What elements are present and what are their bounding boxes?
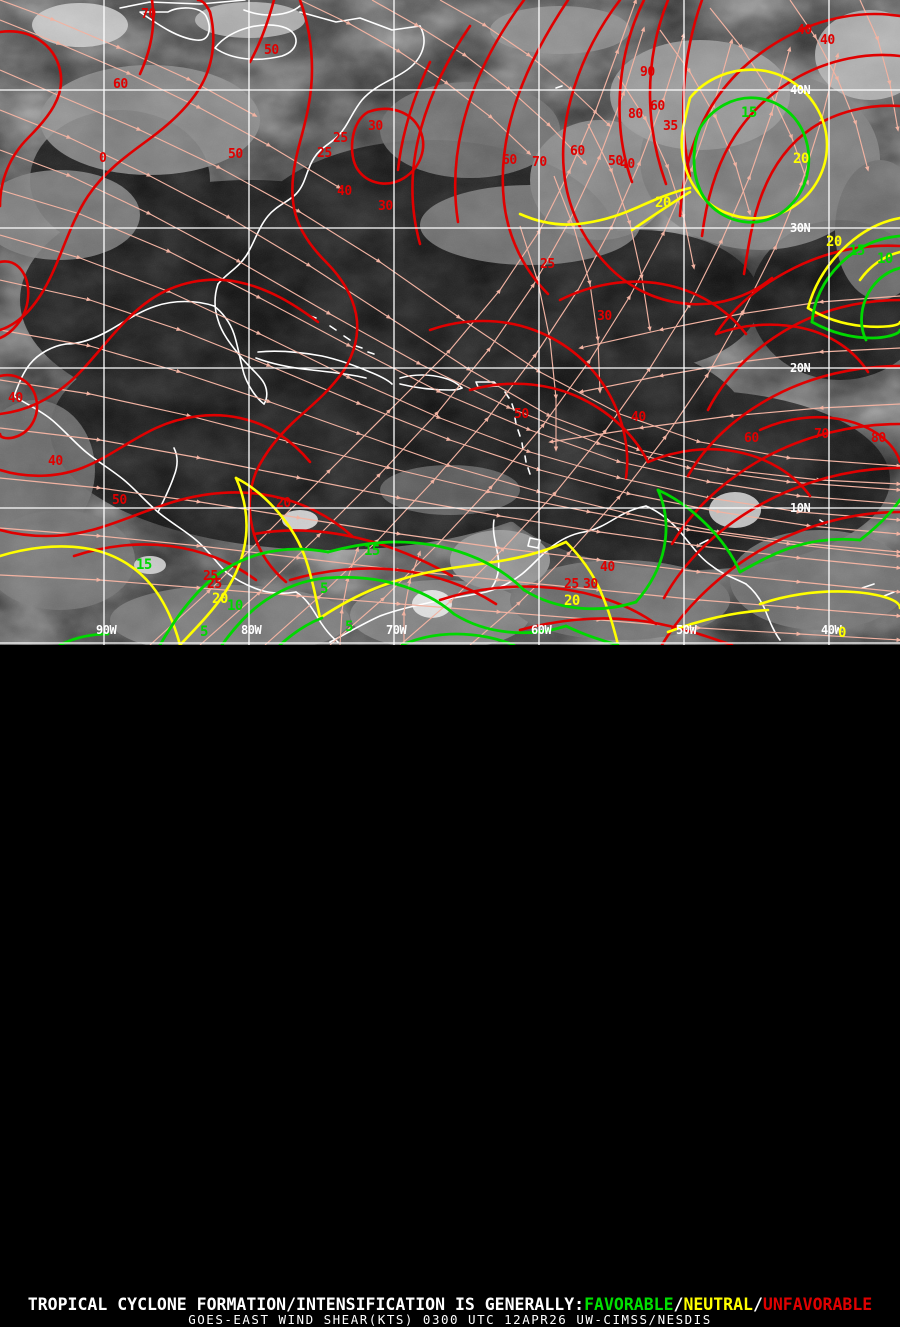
contour-label: 60 bbox=[650, 99, 665, 114]
contour-label: 25 bbox=[333, 131, 348, 146]
contour-label: 70 bbox=[141, 7, 156, 22]
contour-label: 20 bbox=[826, 234, 842, 250]
contour-label: 60 bbox=[744, 431, 759, 446]
contour-label: 20 bbox=[212, 591, 228, 607]
contour-label: 25 bbox=[207, 577, 222, 592]
contour-label: 0 bbox=[99, 151, 107, 166]
contour-label: 35 bbox=[663, 119, 678, 134]
lon-label-60w: 60W bbox=[531, 623, 552, 637]
contour-label: 30 bbox=[368, 119, 383, 134]
contour-label: 40 bbox=[600, 560, 615, 575]
contour-label: 5 bbox=[320, 581, 328, 597]
lat-label-20n: 20N bbox=[790, 361, 811, 375]
contour-label: 50 bbox=[228, 147, 243, 162]
contour-label: 40 bbox=[337, 184, 352, 199]
contour-label: 10 bbox=[227, 598, 243, 614]
lon-label-70w: 70W bbox=[386, 623, 407, 637]
contour-label: 70 bbox=[814, 427, 829, 442]
lat-label-40n: 40N bbox=[790, 83, 811, 97]
contour-label: 40 bbox=[820, 33, 835, 48]
contour-label: 25 bbox=[203, 569, 218, 584]
contour-label: 50 bbox=[514, 407, 529, 422]
contour-label: 40 bbox=[48, 454, 63, 469]
contour-label: 70 bbox=[532, 155, 547, 170]
lon-label-90w: 90W bbox=[96, 623, 117, 637]
contour-label: 60 bbox=[570, 144, 585, 159]
contour-label: 50 bbox=[608, 154, 623, 169]
latlon-grid bbox=[0, 0, 900, 645]
contour-label: 25 bbox=[317, 146, 332, 161]
contour-label: 50 bbox=[112, 493, 127, 508]
lat-label-30n: 30N bbox=[790, 221, 811, 235]
contour-label: 30 bbox=[378, 199, 393, 214]
contour-label: 20 bbox=[655, 195, 671, 211]
bottom-legend-bar: TROPICAL CYCLONE FORMATION/INTENSIFICATI… bbox=[0, 645, 900, 1327]
contour-label: 90 bbox=[640, 65, 655, 80]
lon-label-50w: 50W bbox=[676, 623, 697, 637]
satellite-map[interactable]: 40N 30N 20N 10N 90W 80W 70W 60W 50W 40W … bbox=[0, 0, 900, 645]
contour-label: 20 bbox=[564, 593, 580, 609]
contour-label: 10 bbox=[877, 251, 893, 267]
shear-contour-layer bbox=[0, 0, 900, 645]
lon-label-80w: 80W bbox=[241, 623, 262, 637]
contour-label: 15 bbox=[364, 543, 380, 559]
contour-label: 5 bbox=[200, 624, 208, 640]
contour-label: 40 bbox=[8, 391, 23, 406]
contour-label: 30 bbox=[597, 309, 612, 324]
lat-label-10n: 10N bbox=[790, 501, 811, 515]
contour-label: 80 bbox=[871, 431, 886, 446]
contour-label: 40 bbox=[631, 410, 646, 425]
contour-label: 60 bbox=[502, 153, 517, 168]
contour-label: 0 bbox=[838, 625, 846, 641]
lon-label-40w: 40W bbox=[821, 623, 842, 637]
contour-label: 30 bbox=[583, 577, 598, 592]
contour-label: 40 bbox=[797, 23, 812, 38]
contour-label: 25 bbox=[540, 257, 555, 272]
contour-label: 25 bbox=[564, 577, 579, 592]
contour-label: 15 bbox=[136, 557, 152, 573]
contour-label: 15 bbox=[849, 243, 865, 259]
contour-label: 20 bbox=[276, 496, 291, 511]
contour-label: 40 bbox=[620, 157, 635, 172]
product-source-line: GOES-EAST WIND SHEAR(KTS) 0300 UTC 12APR… bbox=[188, 1312, 712, 1327]
contour-label: 60 bbox=[113, 77, 128, 92]
contour-label: 5 bbox=[345, 619, 353, 635]
contour-label: 80 bbox=[628, 107, 643, 122]
contour-label: 50 bbox=[264, 43, 279, 58]
contour-label: 15 bbox=[741, 105, 757, 121]
contour-label: 20 bbox=[793, 151, 809, 167]
